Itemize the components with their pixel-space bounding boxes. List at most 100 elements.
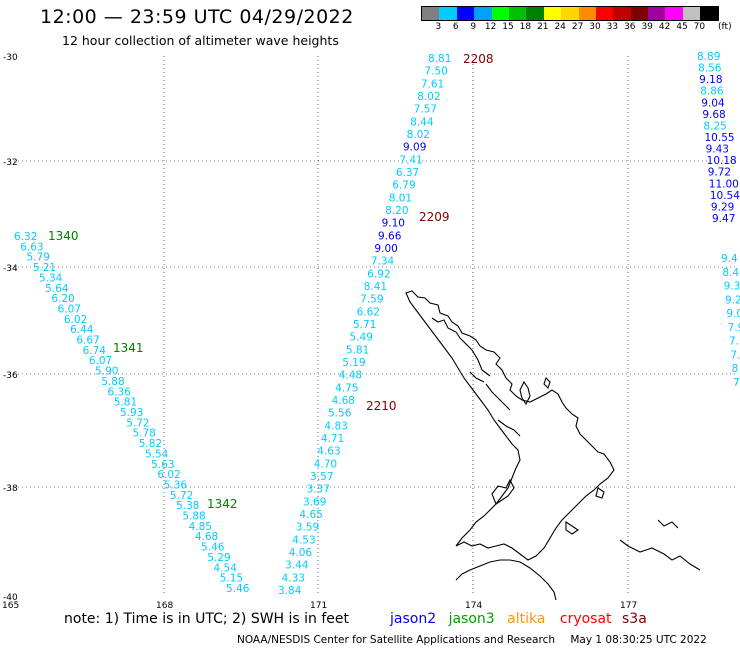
swh-value-track-c: 9.04 [701,97,725,109]
lon-label: 168 [156,601,173,611]
swh-value-track-b: 8.81 [428,53,451,65]
color-swatch [456,7,475,20]
swh-value-track-b: 4.06 [289,547,313,559]
coromandel [519,380,531,406]
pass-time-label: 2210 [366,399,397,413]
color-scale-label: 15 [502,22,514,32]
swh-value-track-b: 6.92 [367,268,390,280]
swh-value-track-b: 7.50 [424,66,447,78]
sat-altika: altika [507,611,546,627]
swh-value-track-b: 7.57 [414,104,437,116]
swh-value-track-a: 6.74 [83,345,107,357]
pass-time-labels: 1340 1341 1342 2208 2209 2210 [48,52,494,511]
color-scale-unit: (ft) [718,22,732,32]
lat-lon-grid [10,56,735,596]
lon-label: 174 [465,601,482,611]
swh-value-track-c: 8.89 [697,51,720,63]
swh-value-track-b: 9.66 [378,230,402,242]
swh-value-track-b: 5.56 [328,408,352,420]
sat-cryosat: cryosat [559,611,612,627]
swh-color-scale: 3 6 9 12 15 18 21 24 27 30 33 36 39 42 45 70 (ft) [421,6,732,33]
swh-value-track-a: 5.64 [45,283,69,295]
swh-value-track-a: 6.32 [14,231,37,243]
footer: NOAA/NESDIS Center for Satellite Applica… [237,634,707,646]
swh-value-track-a: 5.63 [151,459,174,471]
lat-label: -30 [3,53,18,63]
sat-jason3: jason3 [448,611,495,627]
sat-jason2: jason2 [390,611,437,627]
lat-label: -40 [3,593,18,603]
swh-value-track-b: 7.61 [421,78,444,90]
swh-value-track-b: 3.37 [307,484,330,496]
swh-value-track-a: 6.36 [108,386,132,398]
swh-value-track-b: 3.57 [310,471,333,483]
page-subtitle: 12 hour collection of altimeter wave hei… [62,33,339,48]
swh-value-track-a: 5.82 [139,438,162,450]
swh-value-track-b: 8.02 [407,129,430,141]
color-swatch [526,7,544,20]
color-scale-label: 24 [554,22,566,32]
swh-value-track-d: 9.2 [725,294,740,306]
swh-value-track-b: 8.20 [385,205,408,217]
swh-value-track-a: 6.20 [51,293,74,305]
swh-value-track-b: 6.37 [396,167,419,179]
color-swatch [439,7,457,20]
northland-inlets [431,317,521,437]
footer-timestamp: May 1 08:30:25 UTC 2022 [570,634,707,646]
color-scale-label: 27 [571,22,584,32]
color-scale-label: 39 [641,22,653,32]
swh-value-track-d: 9.3 [724,281,740,293]
east-cape-islets [565,487,605,535]
swh-value-track-a: 6.63 [20,241,43,253]
pass-time-label: 1340 [48,229,79,243]
lon-label: 177 [620,601,637,611]
swh-value-track-a: 4.68 [195,531,218,543]
swh-value-track-a: 6.67 [76,335,99,347]
page-title: 12:00 — 23:59 UTC 04/29/2022 [40,6,354,28]
swh-value-track-a: 5.29 [207,552,230,564]
swh-value-track-c: 9.29 [711,201,734,213]
swh-value-track-c: 9.18 [699,74,722,86]
swh-value-track-b: 6.79 [392,180,415,192]
swh-value-track-d: 9.0 [726,308,740,320]
color-scale-label: 30 [589,22,601,32]
swh-value-track-a: 5.81 [114,397,137,409]
swh-value-track-a: 5.21 [33,262,56,274]
color-scale-label: 12 [484,22,497,32]
south-island-coast [455,559,557,601]
swh-value-track-d: 7.9 [728,322,740,334]
footer-credit: NOAA/NESDIS Center for Satellite Applica… [237,634,555,646]
swh-value-track-b: 4.70 [314,458,337,470]
swh-value-track-c: 8.25 [703,120,726,132]
lat-label: -32 [3,158,18,168]
swh-value-track-c: 10.55 [705,132,735,144]
swh-value-track-b: 7.34 [371,256,395,268]
swh-value-track-b: 8.41 [364,281,387,293]
swh-value-track-b: 4.68 [332,395,355,407]
lat-label: -38 [3,484,18,494]
swh-value-track-c: 8.86 [700,86,724,98]
swh-value-track-a: 5.34 [39,272,63,284]
lon-label: 165 [2,601,19,611]
color-swatch [474,7,492,20]
swh-value-track-a: 5.90 [95,366,118,378]
swh-value-track-c: 9.72 [708,167,731,179]
color-scale-label: 18 [519,22,532,32]
swh-value-track-a: 5.79 [26,252,49,264]
color-scale-swatches [421,6,719,21]
swh-value-track-d: 8 [732,363,739,375]
swh-value-track-b: 8.44 [410,116,434,128]
color-swatch [595,7,614,20]
swh-value-track-b: 4.83 [324,420,347,432]
pass-time-label: 1342 [207,497,238,511]
swh-value-track-b: 6.62 [357,306,380,318]
swh-value-track-c: 11.00 [709,178,739,190]
swh-value-track-b: 4.48 [339,370,362,382]
great-barrier-island [543,376,551,390]
color-scale-label: 3 [435,22,442,32]
color-swatch [578,7,596,20]
color-scale-label: 33 [606,22,619,32]
color-swatch [648,7,666,20]
swh-value-track-a: 5.72 [126,417,149,429]
